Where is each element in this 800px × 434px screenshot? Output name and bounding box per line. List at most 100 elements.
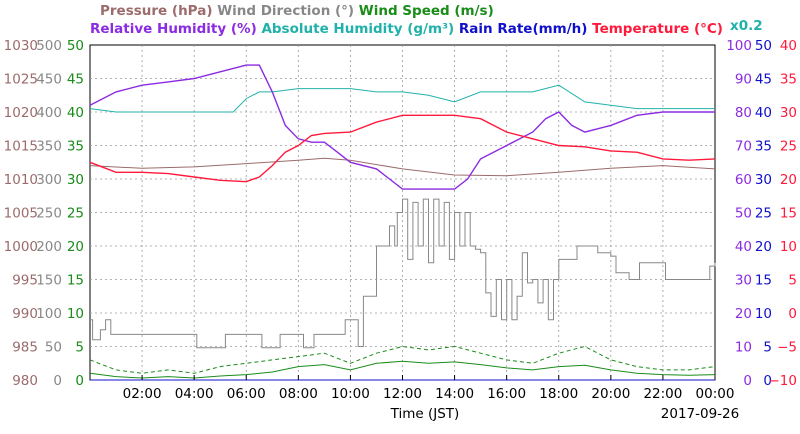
tick-label-relative-humidity: 10 [735, 340, 752, 356]
tick-label-pressure: 980 [12, 373, 38, 389]
tick-label-wind-direction: 500 [36, 38, 62, 54]
legend-item-3: Relative Humidity (%) [90, 21, 257, 37]
tick-label-temperature: 10 [780, 239, 797, 255]
tick-label-rain-rate: 0 [763, 373, 772, 389]
tick-label-rain-rate: 5 [763, 340, 772, 356]
tick-label-wind-speed: 25 [67, 206, 84, 222]
tick-label-wind-speed: 10 [67, 306, 84, 322]
tick-label-relative-humidity: 0 [743, 373, 752, 389]
tick-label-wind-speed: 0 [75, 373, 84, 389]
x-axis-label: Time (JST) [390, 406, 460, 422]
series-wind-speed-line [89, 345, 716, 374]
tick-label-wind-direction: 200 [36, 239, 62, 255]
tick-label-wind-speed: 35 [67, 139, 84, 155]
x-tick-label: 18:00 [539, 386, 578, 402]
x-tick-label: 14:00 [435, 386, 474, 402]
tick-label-relative-humidity: 80 [735, 105, 752, 121]
legend-row-1: Pressure (hPa) Wind Direction (°) Wind S… [100, 3, 494, 19]
x-tick-label: 16:00 [487, 386, 526, 402]
tick-label-temperature: 25 [780, 139, 797, 155]
tick-label-temperature: 40 [780, 38, 797, 54]
x-tick-label: 06:00 [227, 386, 266, 402]
absolute-humidity-scale-note: x0.2 [730, 18, 763, 34]
tick-label-wind-direction: 300 [36, 172, 62, 188]
tick-label-relative-humidity: 100 [726, 38, 752, 54]
tick-label-pressure: 995 [12, 273, 38, 289]
chart-date: 2017-09-26 [661, 406, 739, 422]
tick-label-temperature: 20 [780, 172, 797, 188]
tick-label-temperature: −5 [777, 340, 797, 356]
series-wind-direction-line [90, 198, 716, 349]
tick-label-pressure: 985 [12, 340, 38, 356]
tick-label-wind-speed: 40 [67, 105, 84, 121]
legend-item-4: Absolute Humidity (g/m³) [257, 21, 454, 37]
series-relative-humidity-line [89, 64, 715, 190]
tick-label-wind-direction: 400 [36, 105, 62, 121]
series-relative-humidity-line [89, 84, 715, 113]
tick-label-rain-rate: 50 [755, 38, 772, 54]
tick-label-rain-rate: 40 [755, 105, 772, 121]
x-tick-label: 12:00 [383, 386, 422, 402]
tick-label-pressure: 1000 [4, 239, 38, 255]
x-tick-label: 04:00 [175, 386, 214, 402]
legend: Pressure (hPa) Wind Direction (°) Wind S… [90, 3, 763, 37]
tick-label-temperature: 30 [780, 105, 797, 121]
series-temperature-line [89, 114, 716, 183]
series-pressure-line [89, 157, 716, 177]
legend-item-1: Wind Direction (°) [213, 3, 355, 19]
tick-label-pressure: 1010 [4, 172, 38, 188]
tick-label-wind-speed: 5 [75, 340, 84, 356]
tick-label-relative-humidity: 70 [735, 139, 752, 155]
tick-label-wind-direction: 150 [36, 273, 62, 289]
tick-label-temperature: −10 [769, 373, 798, 389]
tick-label-rain-rate: 30 [755, 172, 772, 188]
tick-label-rain-rate: 15 [755, 273, 772, 289]
tick-label-rain-rate: 10 [755, 306, 772, 322]
x-axis: 02:00 04:00 06:00 08:00 10:00 12:00 14:00 16:00… [123, 375, 735, 402]
tick-label-relative-humidity: 40 [735, 239, 752, 255]
tick-label-wind-direction: 100 [36, 306, 62, 322]
tick-label-relative-humidity: 20 [735, 306, 752, 322]
x-tick-label: 10:00 [331, 386, 370, 402]
tick-label-wind-speed: 50 [67, 38, 84, 54]
tick-label-temperature: 0 [788, 306, 797, 322]
grid [90, 45, 715, 380]
tick-label-wind-direction: 0 [53, 373, 62, 389]
x-tick-label: 08:00 [279, 386, 318, 402]
legend-item-6: Temperature (°C) [587, 21, 723, 37]
tick-label-temperature: 35 [780, 72, 797, 88]
tick-label-rain-rate: 20 [755, 239, 772, 255]
x-tick-label: 20:00 [591, 386, 630, 402]
tick-label-pressure: 1030 [4, 38, 38, 54]
tick-label-wind-speed: 30 [67, 172, 84, 188]
tick-label-relative-humidity: 50 [735, 206, 752, 222]
x-tick-label: 22:00 [643, 386, 682, 402]
tick-label-wind-direction: 250 [36, 206, 62, 222]
tick-label-rain-rate: 25 [755, 206, 772, 222]
tick-label-temperature: 15 [780, 206, 797, 222]
x-tick-label: 00:00 [696, 386, 735, 402]
legend-item-0: Pressure (hPa) [100, 3, 213, 19]
right-axes: 1009080706050403020100504540353025201510… [726, 38, 797, 389]
tick-label-pressure: 1015 [4, 139, 38, 155]
tick-label-wind-speed: 45 [67, 72, 84, 88]
tick-label-relative-humidity: 60 [735, 172, 752, 188]
tick-label-wind-direction: 450 [36, 72, 62, 88]
tick-label-pressure: 1005 [4, 206, 38, 222]
tick-label-rain-rate: 35 [755, 139, 772, 155]
left-axes: 1030102510201015101010051000995990985980… [4, 38, 84, 389]
tick-label-wind-speed: 15 [67, 273, 84, 289]
legend-item-5: Rain Rate(mm/h) [454, 21, 587, 37]
tick-label-relative-humidity: 30 [735, 273, 752, 289]
tick-label-wind-direction: 350 [36, 139, 62, 155]
legend-item-2: Wind Speed (m/s) [354, 3, 494, 19]
tick-label-rain-rate: 45 [755, 72, 772, 88]
tick-label-wind-speed: 20 [67, 239, 84, 255]
tick-label-wind-direction: 50 [45, 340, 62, 356]
tick-label-pressure: 1025 [4, 72, 38, 88]
tick-label-pressure: 1020 [4, 105, 38, 121]
legend-row-2: Relative Humidity (%) Absolute Humidity … [90, 21, 723, 37]
tick-label-temperature: 5 [788, 273, 797, 289]
tick-label-relative-humidity: 90 [735, 72, 752, 88]
